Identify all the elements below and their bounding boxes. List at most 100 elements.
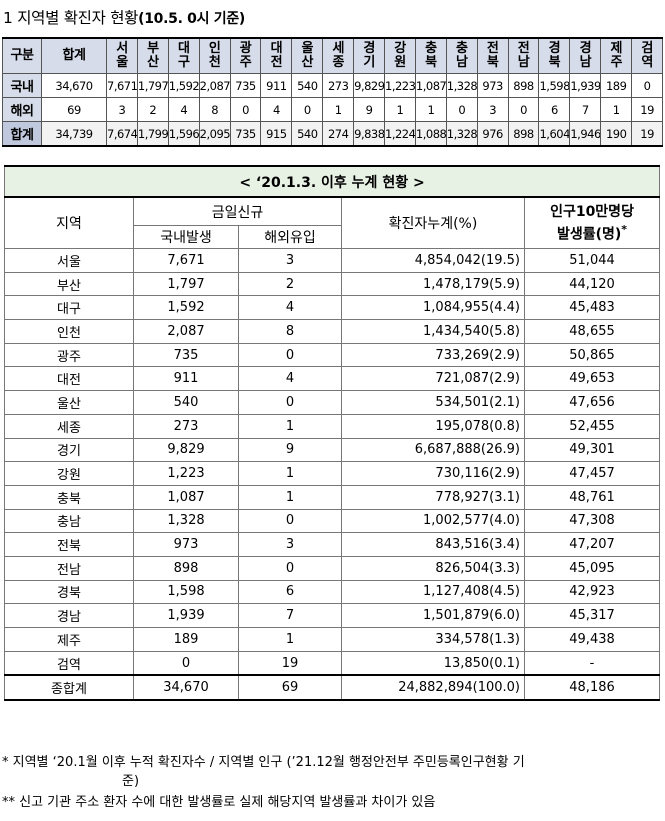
- row-value: 2: [136, 97, 169, 122]
- row-value: 9,829: [353, 73, 386, 98]
- row-value: 898: [507, 121, 540, 147]
- row-value: 1,939: [569, 73, 602, 98]
- cell-region: 전남: [4, 555, 134, 581]
- row-value: 1,598: [538, 73, 571, 98]
- cell-domestic: 973: [133, 532, 239, 557]
- region-char-2: 산: [301, 55, 314, 70]
- cell-domestic: 540: [133, 390, 239, 415]
- cell-overseas: 1: [238, 627, 342, 652]
- cell-region: 종합계: [4, 674, 134, 701]
- row-value: 976: [476, 121, 509, 147]
- row-value: 735: [229, 121, 262, 147]
- cell-domestic: 0: [133, 650, 239, 676]
- cell-overseas: 1: [238, 413, 342, 439]
- row-value: 273: [322, 73, 355, 98]
- cell-overseas: 3: [238, 532, 342, 557]
- cell-cumulative: 1,434,540(5.8): [341, 319, 525, 344]
- header-overseas: 해외유입: [238, 225, 342, 249]
- title-date: (10.5. 0시 기준): [138, 11, 246, 27]
- region-char-1: 경: [548, 41, 561, 56]
- region-char-2: 남: [456, 55, 468, 70]
- cell-domestic: 189: [133, 627, 239, 652]
- region-char-1: 전: [517, 41, 530, 56]
- table-row: 충북 1,087 1 778,927(3.1) 48,761: [4, 484, 661, 510]
- cell-overseas: 69: [238, 674, 342, 701]
- cell-region: 검역: [4, 650, 134, 676]
- cell-overseas: 19: [238, 650, 342, 676]
- region-char-1: 충: [425, 41, 437, 56]
- cell-region: 부산: [4, 271, 134, 297]
- summary-row: 합계 34,739 7,674 1,799 1,596 2,095 735 915 540 274…: [2, 121, 664, 147]
- row-value: 7: [569, 97, 602, 122]
- row-value: 3: [106, 97, 138, 122]
- cell-rate: 44,120: [523, 271, 661, 297]
- cell-domestic: 1,087: [133, 484, 239, 510]
- table-caption: < ‘20.1.3. 이후 누계 현황 >: [3, 165, 661, 198]
- row-value: 274: [322, 121, 355, 147]
- region-char-1: 부: [147, 41, 159, 56]
- table-row: 경남 1,939 7 1,501,879(6.0) 45,317: [4, 603, 661, 628]
- cell-rate: -: [523, 650, 661, 676]
- cell-domestic: 34,670: [133, 674, 239, 701]
- cell-domestic: 1,598: [133, 579, 239, 605]
- footnote-2: ** 신고 기관 주소 환자 수에 대한 발생률로 실제 해당지역 발생률과 차…: [2, 795, 436, 810]
- cell-domestic: 273: [133, 413, 239, 439]
- header-total: 합계: [41, 37, 107, 74]
- row-value: 8: [198, 97, 231, 122]
- region-char-1: 인: [208, 41, 221, 56]
- cell-domestic: 7,671: [133, 248, 239, 273]
- row-value: 1,224: [384, 121, 416, 147]
- cell-domestic: 735: [133, 342, 239, 368]
- table-row: 종합계 34,670 69 24,882,894(100.0) 48,186: [4, 674, 661, 701]
- table-row: 경북 1,598 6 1,127,408(4.5) 42,923: [4, 579, 661, 605]
- region-char-2: 남: [517, 55, 530, 70]
- row-value: 0: [507, 97, 540, 122]
- row-value: 1,328: [445, 121, 478, 147]
- summary-row: 해외 69 3 2 4 8 0 4 0 1 9 1 1 0 3 0 6 7 1 19: [2, 97, 664, 122]
- region-char-2: 원: [394, 55, 406, 70]
- cell-domestic: 911: [133, 366, 239, 392]
- cell-cumulative: 1,084,955(4.4): [341, 295, 525, 321]
- cell-overseas: 0: [238, 508, 342, 534]
- region-char-2: 북: [548, 55, 561, 70]
- row-value: 1: [384, 97, 416, 122]
- cell-cumulative: 4,854,042(19.5): [341, 248, 525, 273]
- cell-overseas: 1: [238, 484, 342, 510]
- region-char-1: 경: [363, 41, 375, 56]
- cell-domestic: 1,939: [133, 603, 239, 628]
- cell-overseas: 0: [238, 390, 342, 415]
- row-value: 1,087: [414, 73, 447, 98]
- cell-region: 전북: [4, 532, 134, 557]
- row-value: 9: [353, 97, 386, 122]
- region-char-1: 검: [641, 41, 653, 56]
- header-cumulative: 확진자누계(%): [341, 196, 525, 249]
- cell-cumulative: 334,578(1.3): [341, 627, 525, 652]
- header-rate-mark: *: [621, 222, 628, 236]
- cell-region: 서울: [4, 248, 134, 273]
- row-value: 0: [291, 97, 324, 122]
- cell-cumulative: 534,501(2.1): [341, 390, 525, 415]
- cell-region: 강원: [4, 461, 134, 486]
- cell-cumulative: 1,127,408(4.5): [341, 579, 525, 605]
- row-value: 19: [631, 97, 664, 122]
- row-total: 34,670: [41, 73, 107, 98]
- table-row: 전남 898 0 826,504(3.3) 45,095: [4, 555, 661, 581]
- cell-overseas: 6: [238, 579, 342, 605]
- cell-rate: 45,483: [523, 295, 661, 321]
- cell-overseas: 8: [238, 319, 342, 344]
- region-char-1: 울: [301, 41, 314, 56]
- cell-cumulative: 730,116(2.9): [341, 461, 525, 486]
- row-value: 1,797: [136, 73, 169, 98]
- row-value: 7,674: [106, 121, 138, 147]
- region-char-1: 충: [456, 41, 468, 56]
- row-value: 0: [229, 97, 262, 122]
- table-row: 검역 0 19 13,850(0.1) -: [4, 650, 661, 676]
- header-rate-line1: 인구10만명당: [550, 203, 634, 220]
- cell-region: 경남: [4, 603, 134, 628]
- row-value: 1,799: [136, 121, 169, 147]
